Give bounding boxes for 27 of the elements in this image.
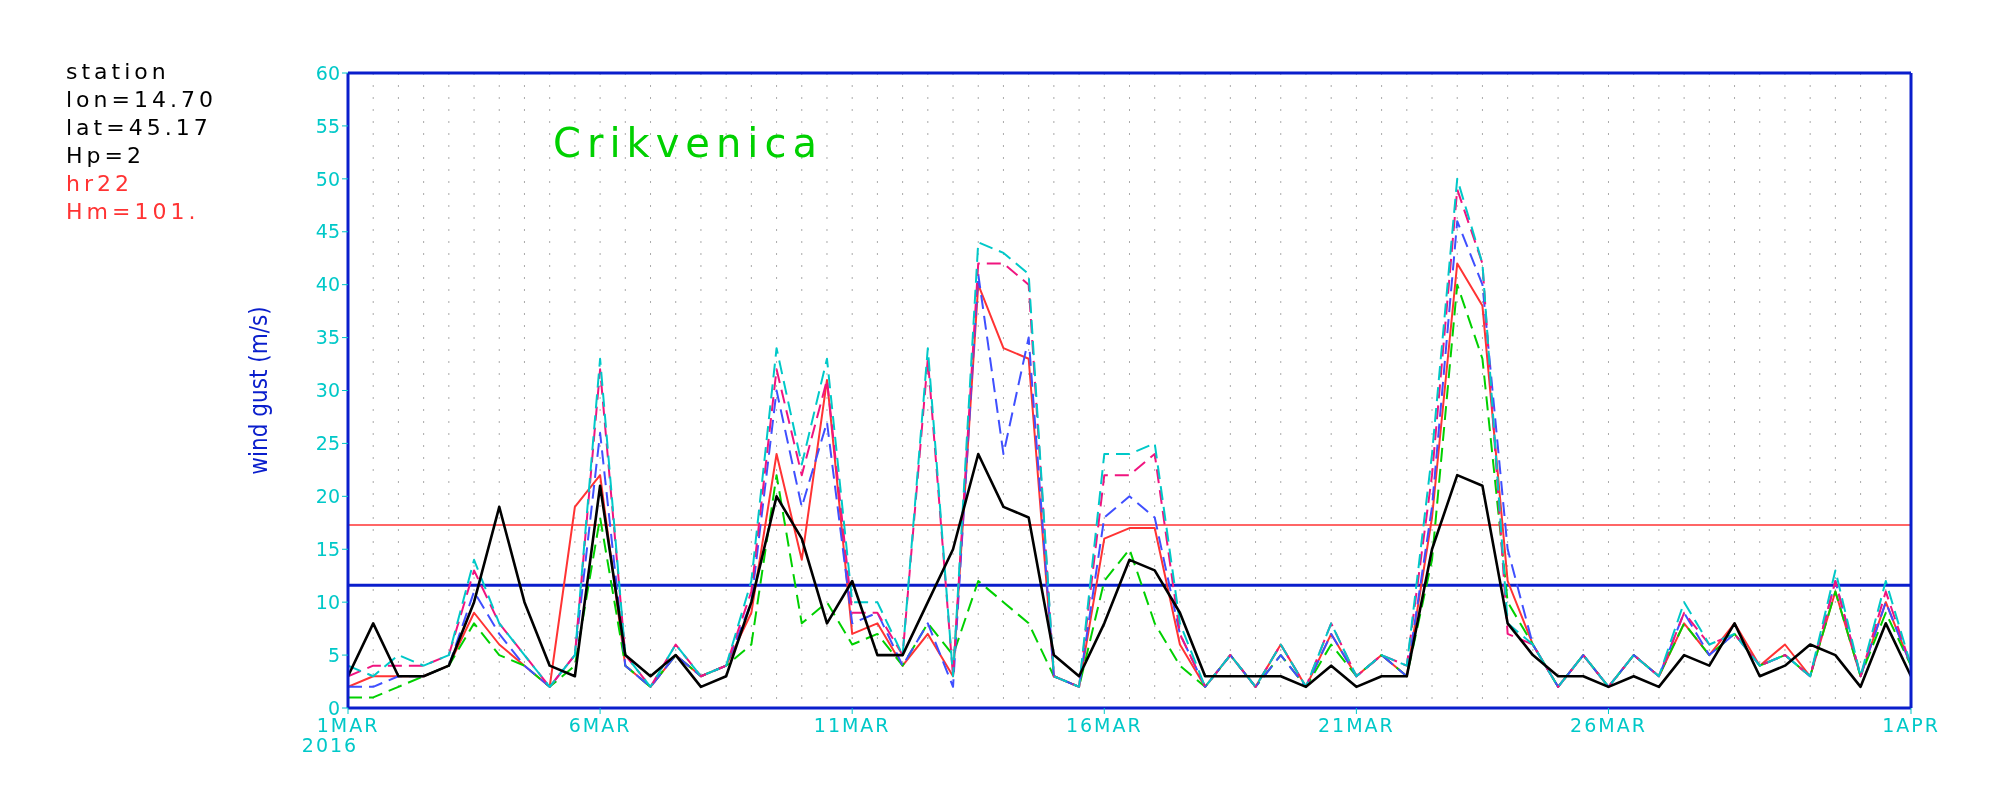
y-tick-label: 50 [315,167,340,190]
x-tick-label: 21MAR [1318,714,1395,736]
text: Crikvenica [553,120,823,166]
y-tick-label: 5 [327,643,340,666]
y-tick-label: 25 [315,432,340,455]
y-tick-label: 45 [315,220,340,243]
y-tick-label: 20 [315,485,340,508]
y-tick-label: 55 [315,114,340,137]
x-tick-label: 1APR [1882,714,1940,736]
text: lat=45.17 [66,114,213,142]
y-tick-label: 15 [315,537,340,560]
y-tick-label: 60 [315,61,340,84]
y-axis-title: wind gust (m/s) [244,306,273,475]
line-series [348,452,1911,689]
x-tick-label: 16MAR [1065,714,1143,736]
text: hr22 [66,170,134,198]
text: Hp=2 [66,142,146,170]
y-tick-label: 30 [315,379,340,402]
y-tick-label: 40 [315,273,340,296]
y-tick-label: 35 [315,326,340,349]
text: station [66,58,171,86]
x-tick-label: 11MAR [813,714,891,736]
x-tick-label: 26MAR [1570,714,1647,736]
x-tick-label: 6MAR [568,714,632,736]
y-tick-label: 10 [315,590,340,613]
text: Hm=101. [66,198,201,226]
text: lon=14.70 [66,86,217,114]
